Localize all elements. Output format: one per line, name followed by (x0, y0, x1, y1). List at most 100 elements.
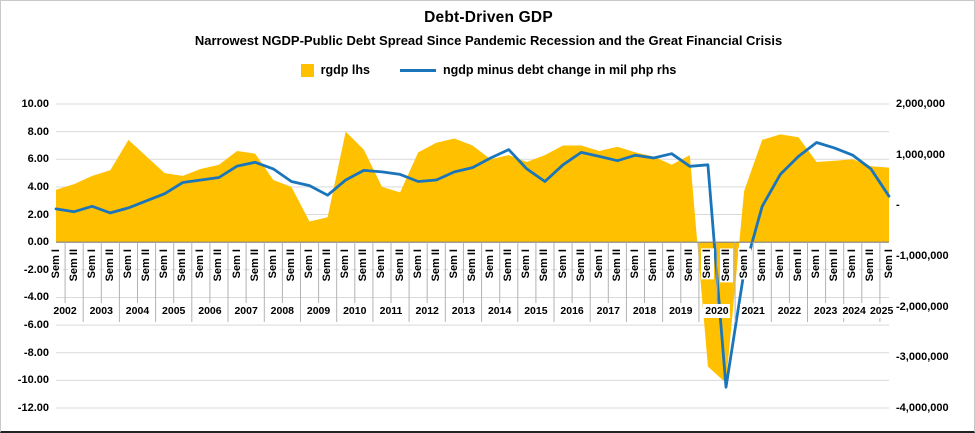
x-tick-label-sem: Sem II (67, 248, 81, 283)
x-tick-label-sem: Sem II (466, 248, 479, 283)
x-tick-label-sem: Sem I (665, 248, 679, 280)
x-tick-label-sem: Sem II (574, 248, 588, 283)
left-axis-tick-label: 4.00 (27, 180, 49, 193)
x-tick-label-sem: Sem II (791, 248, 805, 283)
x-tick-label-sem: Sem I (49, 248, 63, 280)
x-tick-label-sem: Sem II (610, 248, 624, 283)
right-axis-tick-label: -3,000,000 (896, 351, 949, 364)
x-tick-label-sem: Sem II (321, 248, 335, 283)
left-axis-tick-label: 10.00 (21, 98, 49, 110)
chart-title: Debt-Driven GDP (424, 9, 553, 26)
right-axis-tick-label: -2,000,000 (896, 300, 949, 313)
x-tick-label-year: 2024 (840, 304, 868, 318)
legend-item-ngdp: ngdp minus debt change in mil php rhs (399, 63, 677, 77)
x-tick-label-sem: Sem II (429, 248, 443, 283)
x-tick-label-year: 2010 (341, 304, 369, 318)
left-axis-tick-label: -4.00 (23, 291, 49, 304)
x-tick-label-year: 2002 (51, 304, 79, 318)
x-tick-label-year: 2003 (87, 304, 115, 318)
x-tick-label-sem: Sem I (375, 248, 389, 280)
x-tick-label-sem: Sem I (303, 248, 317, 280)
x-tick-label-year: 2012 (413, 304, 441, 318)
x-tick-label-sem: Sem II (176, 248, 190, 283)
left-axis-tick-label: 6.00 (27, 153, 49, 166)
x-tick-label-sem: Sem I (121, 248, 135, 280)
x-tick-label-sem: Sem I (846, 248, 860, 280)
x-tick-label-year: 2008 (268, 304, 296, 318)
x-tick-label-sem: Sem I (85, 248, 99, 280)
x-tick-label-sem: Sem I (158, 248, 172, 280)
x-tick-label-sem: Sem II (357, 248, 371, 283)
x-tick-label-year: 2016 (558, 304, 586, 318)
x-tick-label-sem: Sem II (864, 248, 878, 283)
x-tick-label-sem: Sem I (592, 248, 606, 280)
x-tick-label-sem: Sem II (647, 248, 661, 283)
x-tick-label-sem: Sem I (882, 248, 896, 280)
x-tick-label-year: 2020 (703, 304, 731, 318)
x-tick-label-sem: Sem II (719, 248, 733, 283)
x-tick-label-sem: Sem I (447, 248, 461, 280)
x-tick-label-sem: Sem II (538, 248, 552, 283)
x-tick-label-sem: Sem I (266, 248, 280, 280)
x-tick-label-sem: Sem I (810, 248, 824, 280)
legend-item-rgdp: rgdp lhs (300, 63, 370, 77)
x-tick-label-year: 2025 (868, 304, 896, 318)
legend-label-rgdp: rgdp lhs (320, 63, 370, 77)
x-tick-label-year: 2009 (305, 304, 333, 318)
right-axis-tick-label: -4,000,000 (896, 402, 949, 414)
x-tick-label-sem: Sem I (520, 248, 534, 280)
left-axis-tick-label: -10.00 (17, 374, 49, 387)
legend-line-swatch (399, 68, 436, 72)
left-axis-tick-label: 2.00 (27, 208, 49, 221)
x-tick-label-year: 2021 (739, 304, 767, 318)
x-tick-label-year: 2014 (486, 304, 514, 318)
x-tick-label-sem: Sem II (828, 248, 842, 283)
x-tick-label-year: 2006 (196, 304, 224, 318)
x-tick-label-year: 2011 (377, 304, 405, 318)
left-axis-tick-label: -12.00 (17, 402, 49, 414)
left-axis-tick-label: -2.00 (23, 263, 49, 276)
left-axis-tick-label: 0.00 (27, 236, 49, 249)
right-axis-tick-label: 1,000,000 (896, 148, 945, 161)
chart-subtitle: Narrowest NGDP-Public Debt Spread Since … (194, 33, 783, 48)
x-tick-label-sem: Sem I (339, 248, 353, 280)
x-tick-label-sem: Sem I (628, 248, 642, 280)
x-tick-label-year: 2017 (594, 304, 622, 318)
right-axis-tick-label: - (896, 199, 900, 212)
x-tick-label-sem: Sem II (683, 248, 697, 283)
x-tick-label-year: 2015 (522, 304, 550, 318)
x-tick-label-sem: Sem II (502, 248, 516, 283)
left-axis-tick-label: 8.00 (27, 125, 49, 138)
x-tick-label-sem: Sem II (103, 248, 117, 283)
x-tick-label-sem: Sem I (230, 248, 244, 280)
x-tick-label-sem: Sem II (212, 248, 226, 283)
x-tick-label-sem: Sem I (411, 248, 425, 280)
rgdp-area-series (56, 131, 889, 384)
legend: rgdp lhs ngdp minus debt change in mil p… (1, 63, 974, 77)
x-tick-label-year: 2007 (232, 304, 260, 318)
x-tick-label-year: 2018 (631, 304, 659, 318)
x-tick-label-sem: Sem II (140, 248, 154, 283)
legend-area-swatch (300, 63, 314, 77)
x-tick-label-sem: Sem II (284, 248, 298, 283)
legend-label-ngdp: ngdp minus debt change in mil php rhs (442, 63, 677, 77)
x-tick-label-year: 2004 (123, 304, 151, 318)
x-tick-label-sem: Sem II (755, 248, 769, 283)
x-tick-label-year: 2019 (667, 304, 695, 318)
x-tick-label-sem: Sem I (773, 248, 787, 280)
x-tick-label-sem: Sem I (737, 248, 751, 280)
x-tick-label-year: 2023 (812, 304, 840, 318)
x-tick-label-sem: Sem I (194, 248, 208, 280)
x-tick-label-sem: Sem I (701, 248, 715, 280)
x-tick-label-sem: Sem I (556, 248, 570, 280)
x-tick-label-sem: Sem II (248, 248, 262, 283)
x-tick-label-year: 2013 (449, 304, 477, 318)
right-axis-tick-label: 2,000,000 (896, 98, 945, 110)
x-tick-label-year: 2022 (775, 304, 803, 318)
x-tick-label-year: 2005 (160, 304, 188, 318)
right-axis-tick-label: -1,000,000 (896, 250, 949, 262)
left-axis-tick-label: -8.00 (23, 346, 49, 359)
